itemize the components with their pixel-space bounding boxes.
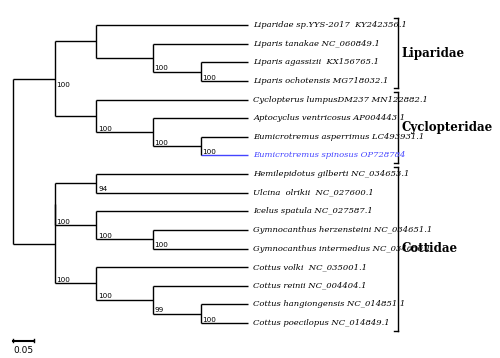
Text: Cottidae: Cottidae [402, 242, 458, 255]
Text: Liparis ochotensis MG718032.1: Liparis ochotensis MG718032.1 [254, 77, 389, 85]
Text: 100: 100 [154, 65, 168, 71]
Text: 100: 100 [98, 126, 112, 132]
Text: Cyclopterus lumpusDM237 MN122882.1: Cyclopterus lumpusDM237 MN122882.1 [254, 96, 428, 103]
Text: Liparis agassizii  KX156765.1: Liparis agassizii KX156765.1 [254, 58, 380, 66]
Text: Cottus hangiongensis NC_014851.1: Cottus hangiongensis NC_014851.1 [254, 300, 406, 309]
Text: Eumicrotremus spinosus OP728784: Eumicrotremus spinosus OP728784 [254, 151, 406, 159]
Text: Liparidae: Liparidae [402, 47, 464, 59]
Text: Gymnocanthus intermedius NC_034650.1: Gymnocanthus intermedius NC_034650.1 [254, 245, 432, 253]
Text: 100: 100 [56, 219, 70, 225]
Text: 100: 100 [56, 277, 70, 283]
Text: Cyclopteridae: Cyclopteridae [402, 121, 493, 134]
Text: 99: 99 [154, 308, 164, 313]
Text: 100: 100 [98, 294, 112, 299]
Text: 0.05: 0.05 [14, 346, 34, 355]
Text: 100: 100 [56, 82, 70, 88]
Text: 94: 94 [98, 186, 108, 192]
Text: Cottus reinii NC_004404.1: Cottus reinii NC_004404.1 [254, 282, 367, 290]
Text: 100: 100 [154, 242, 168, 248]
Text: 100: 100 [202, 149, 216, 155]
Text: Liparis tanakae NC_060849.1: Liparis tanakae NC_060849.1 [254, 40, 380, 48]
Text: Cottus poecilopus NC_014849.1: Cottus poecilopus NC_014849.1 [254, 319, 390, 327]
Text: Ulcina  olrikii  NC_027600.1: Ulcina olrikii NC_027600.1 [254, 189, 374, 197]
Text: Aptocyclus ventricosus AP004443.1: Aptocyclus ventricosus AP004443.1 [254, 114, 406, 122]
Text: 100: 100 [98, 233, 112, 239]
Text: Liparidae sp.YYS-2017  KY242356.1: Liparidae sp.YYS-2017 KY242356.1 [254, 21, 408, 29]
Text: 100: 100 [154, 140, 168, 146]
Text: 100: 100 [202, 74, 216, 81]
Text: Icelus spatula NC_027587.1: Icelus spatula NC_027587.1 [254, 207, 373, 215]
Text: 100: 100 [202, 317, 216, 323]
Text: Eumicrotremus asperrimus LC493931.1: Eumicrotremus asperrimus LC493931.1 [254, 133, 424, 141]
Text: Gymnocanthus herzensteini NC_034651.1: Gymnocanthus herzensteini NC_034651.1 [254, 226, 432, 234]
Text: Cottus volki  NC_035001.1: Cottus volki NC_035001.1 [254, 263, 368, 271]
Text: Hemilepidotus gilberti NC_034653.1: Hemilepidotus gilberti NC_034653.1 [254, 170, 410, 178]
